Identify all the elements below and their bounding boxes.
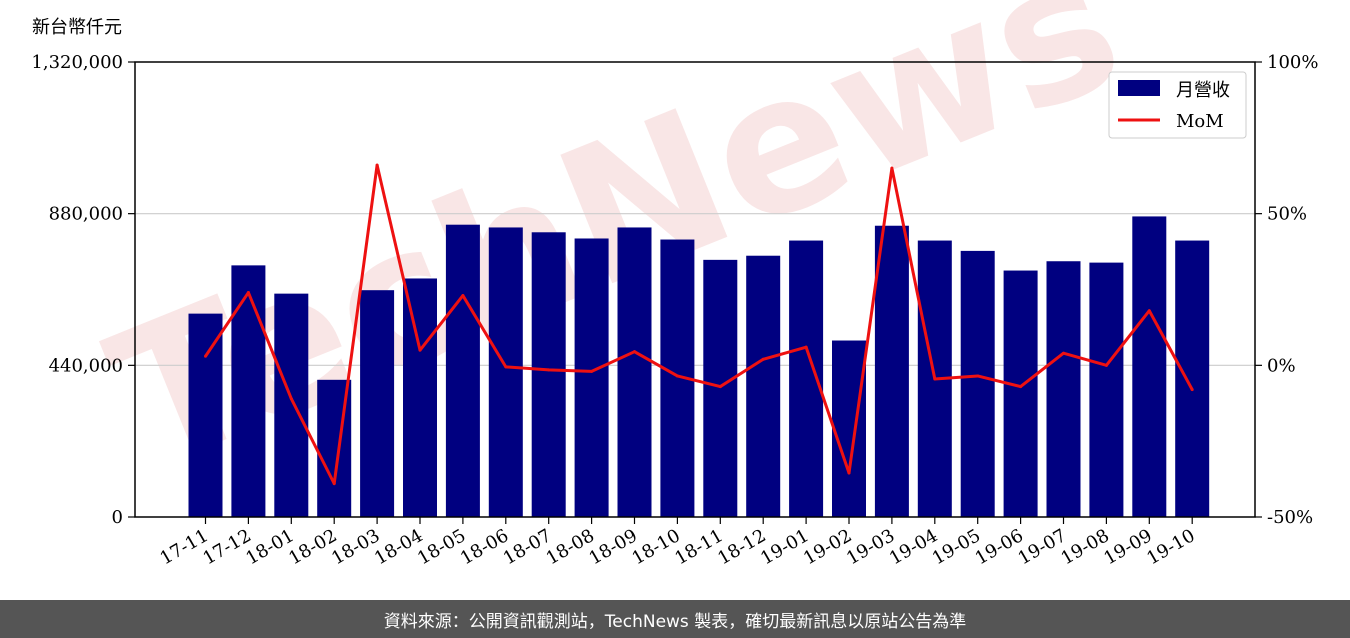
mom-point [246,291,250,295]
x-tick-label: 18-11 [671,525,726,569]
mom-point [761,357,765,361]
revenue-bar [488,227,523,518]
x-tick-label: 18-07 [500,525,555,569]
x-tick-label: 18-03 [328,525,383,569]
footer-banner: 資料來源：公開資訊觀測站，TechNews 製表，確切最新訊息以原站公告為準 [0,600,1350,638]
mom-point [204,354,207,358]
revenue-bar [188,313,223,517]
left-tick-label: 1,320,000 [31,52,123,73]
mom-point [418,348,422,352]
x-tick-label: 19-08 [1057,525,1112,569]
legend-label-revenue: 月營收 [1176,80,1230,101]
mom-point [1147,309,1151,313]
mom-point [1104,363,1108,367]
revenue-bar [574,238,609,517]
mom-point [804,345,808,349]
legend: 月營收 MoM [1108,71,1247,139]
x-tick-label: 19-09 [1100,525,1155,569]
chart: TechNews 新台幣仟元 0440,000880,0001,320,000 … [31,0,1318,569]
x-tick-label: 18-06 [457,525,512,569]
x-tick-label: 18-02 [285,525,340,569]
mom-line [204,163,1194,486]
mom-point [847,471,851,475]
revenue-bar [1089,262,1124,517]
revenue-bar [274,293,309,517]
x-tick-label: 19-02 [800,525,855,569]
mom-point [718,385,722,389]
footer-text: 資料來源：公開資訊觀測站，TechNews 製表，確切最新訊息以原站公告為準 [383,611,967,632]
left-axis-unit-label: 新台幣仟元 [32,17,122,38]
x-tick-label: 19-04 [886,525,941,569]
x-tick-label: 18-01 [242,525,297,569]
revenue-bar [1003,270,1038,517]
revenue-bar [832,340,866,517]
x-tick-label: 19-05 [929,525,984,569]
x-tick-label: 19-03 [843,525,898,569]
mom-point [633,350,636,354]
x-tick-label: 17-11 [157,525,212,569]
revenue-bar [874,225,909,517]
mom-point [933,377,937,381]
right-axis: -50% 0% 50% 100% [1255,52,1318,528]
mom-point [1019,385,1023,389]
bar-series [188,216,1210,518]
mom-point [547,368,551,372]
mom-point [976,374,980,378]
mom-point [332,482,336,486]
x-tick-label: 18-04 [371,525,426,569]
mom-point [1190,388,1194,392]
mom-point [504,365,508,369]
x-tick-label: 18-12 [714,525,769,569]
x-tick-label: 18-05 [414,525,469,569]
revenue-bar [403,278,437,517]
x-tick-label: 17-12 [199,525,254,569]
revenue-bar [1046,261,1081,517]
revenue-bar [445,224,480,518]
x-tick-label: 19-01 [757,525,812,569]
x-tick-label: 18-10 [628,525,683,569]
right-tick-label: 100% [1267,52,1318,73]
plot-frame [134,61,1256,518]
left-tick-label: 880,000 [49,204,123,225]
mom-point [675,374,679,378]
legend-bar-swatch [1118,80,1160,96]
revenue-bar [1175,240,1210,517]
revenue-bar [231,265,266,517]
left-tick-label: 440,000 [49,355,123,376]
mom-point [1062,351,1065,355]
mom-line-series [204,163,1194,486]
revenue-bar [617,227,652,518]
revenue-bar [531,232,566,517]
x-tick-label: 19-10 [1143,525,1198,569]
revenue-bar [746,255,781,517]
mom-point [375,163,379,167]
x-axis: 17-1117-1218-0118-0218-0318-0418-0518-06… [157,517,1199,569]
x-tick-label: 18-08 [543,525,598,569]
left-axis: 0 440,000 880,000 1,320,000 [31,52,135,528]
mom-point [289,397,293,401]
left-tick-label: 0 [112,507,123,528]
revenue-bar [960,250,995,518]
revenue-bar [360,290,395,517]
mom-point [590,369,594,373]
x-tick-label: 19-07 [1015,525,1070,569]
right-tick-label: -50% [1267,507,1313,528]
right-tick-label: 0% [1267,355,1296,376]
revenue-bar [1132,216,1167,517]
mom-point [890,166,894,170]
x-tick-label: 19-06 [972,525,1027,569]
revenue-bar [703,259,738,517]
x-tick-label: 18-09 [586,525,641,569]
legend-label-mom: MoM [1176,111,1224,132]
right-tick-label: 50% [1267,204,1307,225]
mom-point [461,294,465,298]
